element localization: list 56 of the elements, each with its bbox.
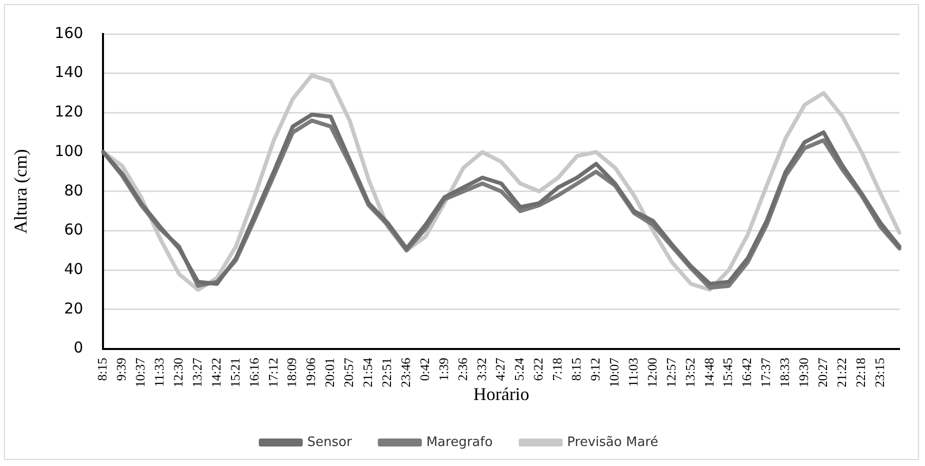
x-tick-label: 8:15 xyxy=(94,358,110,381)
x-tick-label: 9:39 xyxy=(114,358,129,381)
x-tick-label: 22:18 xyxy=(852,358,868,388)
x-tick-label: 4:27 xyxy=(492,357,508,381)
x-tick-label: 16:42 xyxy=(739,358,754,388)
y-tick-label: 0 xyxy=(74,338,84,357)
x-tick-label: 21:22 xyxy=(834,358,849,388)
x-tick-label: 17:37 xyxy=(758,357,774,388)
x-tick-label: 11:33 xyxy=(152,358,167,387)
x-axis-title: Horário xyxy=(473,384,530,404)
x-tick-label: 12:30 xyxy=(170,358,186,388)
y-tick-label: 20 xyxy=(64,299,84,318)
x-tick-label: 0:42 xyxy=(416,358,432,381)
y-tick-label: 100 xyxy=(54,142,84,160)
x-tick-label: 10:37 xyxy=(132,357,148,388)
y-tick-label: 80 xyxy=(64,181,84,200)
x-tick-label: 20:27 xyxy=(814,357,830,388)
y-tick-label: 120 xyxy=(54,102,84,121)
x-tick-label: 21:54 xyxy=(360,357,376,388)
y-axis-title: Altura (cm) xyxy=(10,149,31,234)
x-tick-label: 23:46 xyxy=(398,357,413,388)
y-tick-label: 160 xyxy=(54,24,84,42)
x-tick-label: 15:21 xyxy=(227,358,242,388)
x-tick-label: 19:30 xyxy=(796,358,812,388)
x-tick-label: 9:12 xyxy=(588,358,603,381)
x-tick-label: 22:51 xyxy=(379,358,394,388)
legend-label: Sensor xyxy=(307,434,352,450)
y-tick-label: 60 xyxy=(64,220,84,239)
x-tick-label: 17:12 xyxy=(265,358,280,388)
x-tick-label: 14:22 xyxy=(208,358,224,388)
x-tick-label: 8:15 xyxy=(568,358,584,381)
x-tick-label: 20:01 xyxy=(322,358,338,388)
x-tick-label: 2:36 xyxy=(454,357,470,381)
x-tick-label: 11:03 xyxy=(625,358,640,387)
y-tick-label: 140 xyxy=(54,63,84,82)
x-tick-label: 10:07 xyxy=(606,357,622,388)
x-tick-label: 12:00 xyxy=(644,358,660,388)
x-tick-label: 13:27 xyxy=(189,357,204,388)
x-tick-label: 5:24 xyxy=(512,357,527,381)
x-tick-label: 1:39 xyxy=(436,358,451,381)
x-tick-label: 6:22 xyxy=(530,358,546,381)
y-tick-label: 40 xyxy=(64,260,84,278)
x-tick-label: 15:45 xyxy=(720,358,736,388)
x-tick-label: 18:33 xyxy=(777,358,792,388)
legend-label: Maregrafo xyxy=(426,434,493,450)
x-tick-label: 14:48 xyxy=(701,358,716,388)
x-tick-label: 23:15 xyxy=(872,358,887,388)
legend-label: Previsão Maré xyxy=(567,434,658,450)
x-tick-label: 19:06 xyxy=(303,357,318,388)
x-tick-label: 12:57 xyxy=(663,357,678,388)
x-tick-label: 13:52 xyxy=(682,358,698,388)
x-tick-label: 20:57 xyxy=(341,357,356,388)
x-tick-label: 18:09 xyxy=(284,358,300,388)
x-tick-label: 7:18 xyxy=(550,358,565,381)
x-tick-label: 3:32 xyxy=(474,358,489,381)
x-tick-label: 16:16 xyxy=(246,357,262,388)
